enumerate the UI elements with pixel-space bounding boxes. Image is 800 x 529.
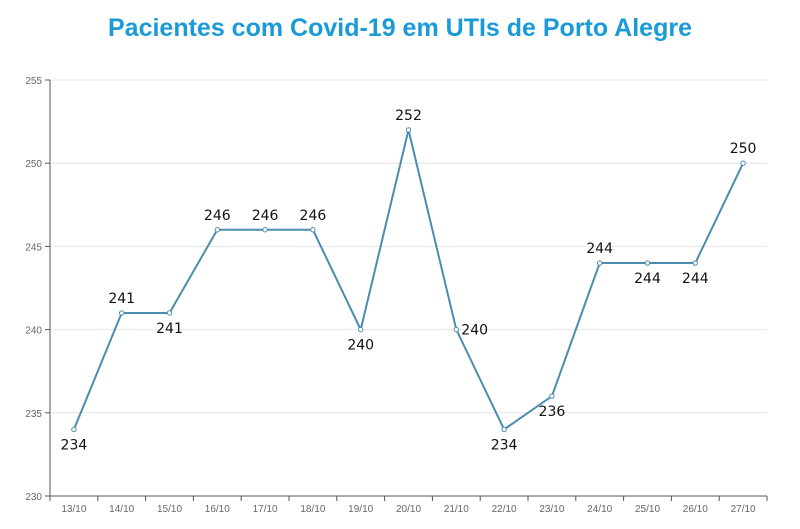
data-point [453, 326, 459, 333]
data-label: 250 [730, 141, 757, 157]
x-tick-label: 20/10 [396, 504, 421, 515]
data-label: 246 [204, 208, 231, 224]
data-point [358, 326, 364, 333]
data-point [501, 426, 507, 433]
x-tick-label: 16/10 [205, 504, 230, 515]
x-tick-label: 27/10 [731, 504, 756, 515]
data-point [597, 260, 603, 266]
data-label: 236 [539, 404, 566, 420]
y-tick-label: 235 [25, 409, 42, 420]
data-point [644, 260, 651, 266]
data-label: 240 [461, 323, 488, 339]
x-tick-label: 18/10 [300, 504, 325, 515]
data-label: 244 [634, 271, 661, 287]
data-label: 246 [252, 208, 279, 224]
data-point [692, 260, 698, 266]
x-tick-label: 24/10 [587, 504, 612, 515]
y-tick-label: 250 [25, 159, 42, 170]
x-tick-label: 22/10 [492, 504, 517, 515]
data-label: 240 [347, 338, 374, 354]
data-point [166, 310, 173, 316]
data-point [740, 160, 746, 166]
x-tick-label: 26/10 [683, 504, 708, 515]
y-tick-label: 245 [25, 242, 42, 253]
data-point [214, 227, 221, 233]
data-label: 241 [108, 291, 135, 307]
data-point [71, 426, 77, 433]
y-tick-label: 230 [25, 492, 42, 503]
data-point [262, 227, 268, 233]
y-tick-label: 240 [25, 326, 42, 337]
data-label: 244 [682, 271, 709, 287]
x-tick-label: 17/10 [253, 504, 278, 515]
data-label: 241 [156, 321, 183, 337]
x-tick-label: 13/10 [61, 504, 86, 515]
data-label: 234 [491, 437, 518, 453]
x-tick-label: 23/10 [539, 504, 564, 515]
y-tick-label: 255 [25, 76, 42, 87]
x-tick-label: 25/10 [635, 504, 660, 515]
x-tick-label: 15/10 [157, 504, 182, 515]
data-point [119, 310, 125, 316]
chart-title: Pacientes com Covid-19 em UTIs de Porto … [108, 14, 692, 42]
data-label: 244 [586, 241, 613, 257]
data-label: 252 [395, 108, 422, 124]
data-point [310, 227, 316, 233]
data-point [405, 127, 412, 133]
data-label: 234 [61, 437, 88, 453]
x-tick-label: 21/10 [444, 504, 469, 515]
data-label: 246 [300, 208, 327, 224]
x-tick-label: 14/10 [109, 504, 134, 515]
data-point [549, 393, 555, 399]
x-tick-label: 19/10 [348, 504, 373, 515]
